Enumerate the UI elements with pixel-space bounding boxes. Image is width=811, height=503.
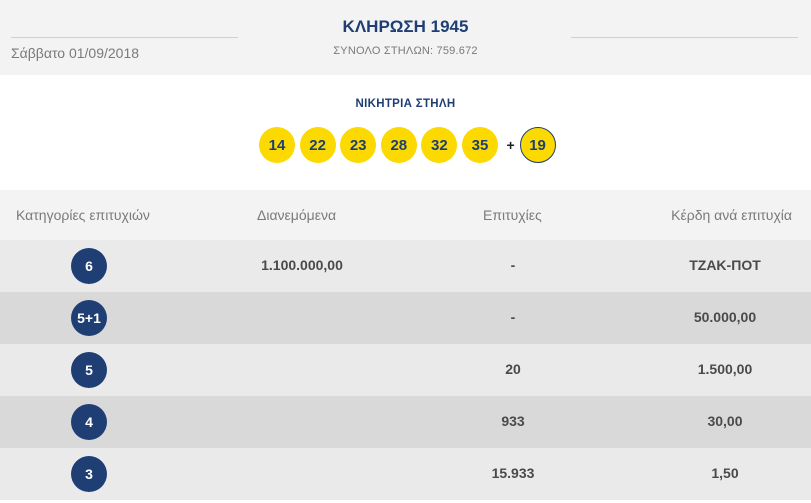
table-row: 3 15.933 1,50 xyxy=(0,448,811,500)
table-row: 6 1.100.000,00 - ΤΖΑΚ-ΠΟΤ xyxy=(0,240,811,292)
winning-ball: 23 xyxy=(340,127,377,163)
winners-cell: 20 xyxy=(505,361,521,377)
header-category: Κατηγορίες επιτυχιών xyxy=(16,207,150,223)
category-badge: 5 xyxy=(71,352,107,388)
winning-ball: 35 xyxy=(461,127,498,163)
divider-left xyxy=(11,37,238,38)
winners-cell: 933 xyxy=(501,413,525,429)
header-winners: Επιτυχίες xyxy=(483,207,542,223)
category-badge: 4 xyxy=(71,404,107,440)
draw-date: Σάββατο 01/09/2018 xyxy=(11,45,140,61)
winning-ball: 32 xyxy=(421,127,458,163)
winning-ball: 22 xyxy=(299,127,336,163)
category-badge: 5+1 xyxy=(71,300,107,336)
header-distributed: Διανεμόμενα xyxy=(257,207,337,223)
winning-column-label: ΝΙΚΗΤΡΙΑ ΣΤΗΛΗ xyxy=(355,98,456,110)
winning-ball: 14 xyxy=(259,127,295,163)
prize-cell: 30,00 xyxy=(707,413,743,429)
plus-sign: + xyxy=(506,137,515,153)
prize-cell: 50.000,00 xyxy=(693,309,757,325)
winners-cell: 15.933 xyxy=(491,465,535,481)
results-table-header: Κατηγορίες επιτυχιών Διανεμόμενα Επιτυχί… xyxy=(0,190,811,240)
prize-cell: 1,50 xyxy=(711,465,739,481)
category-badge: 3 xyxy=(71,456,107,492)
winners-cell: - xyxy=(510,257,516,273)
distributed-cell: 1.100.000,00 xyxy=(261,257,343,273)
total-columns: ΣΥΝΟΛΟ ΣΤΗΛΩΝ: 759.672 xyxy=(333,45,478,57)
divider-right xyxy=(571,37,798,38)
header-prize: Κέρδη ανά επιτυχία xyxy=(671,207,792,223)
prize-cell: ΤΖΑΚ-ΠΟΤ xyxy=(689,257,761,273)
table-row: 5 20 1.500,00 xyxy=(0,344,811,396)
prize-cell: 1.500,00 xyxy=(697,361,753,377)
winners-cell: - xyxy=(510,309,516,325)
table-row: 5+1 - 50.000,00 xyxy=(0,292,811,344)
category-badge: 6 xyxy=(71,248,107,284)
draw-title: ΚΛΗΡΩΣΗ 1945 xyxy=(342,17,469,36)
table-row: 4 933 30,00 xyxy=(0,396,811,448)
bonus-ball: 19 xyxy=(519,127,556,163)
draw-header: Σάββατο 01/09/2018 ΚΛΗΡΩΣΗ 1945 ΣΥΝΟΛΟ Σ… xyxy=(0,0,811,75)
winning-ball: 28 xyxy=(380,127,417,163)
winning-numbers: 14 22 23 28 32 35 + 19 xyxy=(259,127,556,163)
